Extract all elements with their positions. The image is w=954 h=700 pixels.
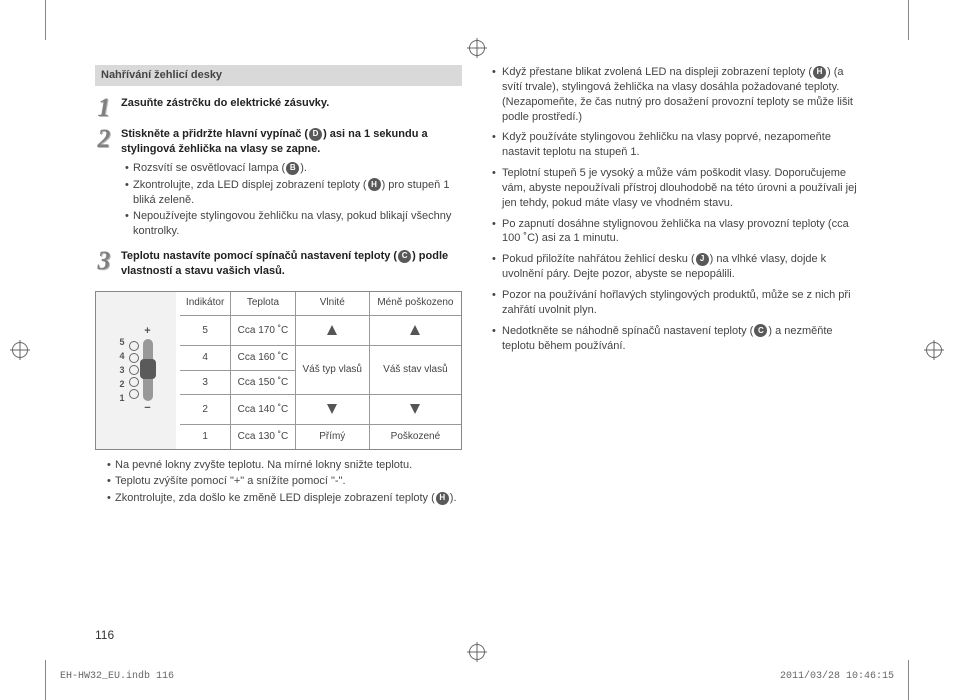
col-header: Indikátor <box>180 292 231 316</box>
slider-icon <box>143 339 153 401</box>
cell: 3 <box>180 370 231 395</box>
bullet: Rozsvítí se osvětlovací lampa (B). <box>125 161 462 176</box>
dot-icon <box>129 353 139 363</box>
dot-icon <box>129 389 139 399</box>
note: Zkontrolujte, zda došlo ke změně LED dis… <box>107 491 462 506</box>
cell: 1 <box>180 425 231 449</box>
step-2: 2 Stiskněte a přidržte hlavní vypínač (D… <box>95 127 462 241</box>
registration-mark-icon <box>469 644 485 660</box>
note: Na pevné lokny zvyšte teplotu. Na mírné … <box>107 458 462 473</box>
footer-timestamp: 2011/03/28 10:46:15 <box>780 671 894 682</box>
crop-mark-icon <box>908 0 909 40</box>
crop-mark-icon <box>45 0 46 40</box>
bullet: Zkontrolujte, zda LED displej zobrazení … <box>125 178 462 208</box>
step-number: 3 <box>95 249 113 283</box>
ref-icon: H <box>368 178 381 191</box>
registration-mark-icon <box>469 40 485 56</box>
arrow-up-icon <box>295 316 369 346</box>
step-title: Stiskněte a přidržte hlavní vypínač (D) … <box>121 127 462 157</box>
col-header: Vlnité <box>295 292 369 316</box>
plus-icon: + <box>144 324 150 339</box>
step-3: 3 Teplotu nastavíte pomocí spínačů nasta… <box>95 249 462 283</box>
indicator-dots <box>129 341 139 399</box>
bullet: Nepoužívejte stylingovou žehličku na vla… <box>125 209 462 239</box>
cell: 2 <box>180 395 231 425</box>
col-header: Méně poškozeno <box>369 292 461 316</box>
ref-icon: D <box>309 128 322 141</box>
cell: Váš typ vlasů <box>295 346 369 395</box>
ref-icon: H <box>813 66 826 79</box>
cell: Cca 160 ˚C <box>231 346 295 371</box>
ref-icon: C <box>754 324 767 337</box>
bullet: Pozor na používání hořlavých stylingovýc… <box>492 288 859 318</box>
slider-panel: 5 4 3 2 1 <box>96 292 176 449</box>
ref-icon: H <box>436 492 449 505</box>
registration-mark-icon <box>926 342 942 358</box>
page-content: Nahřívání žehlicí desky 1 Zasuňte zástrč… <box>95 65 859 640</box>
right-column: Když přestane blikat zvolená LED na disp… <box>492 65 859 640</box>
cell: Poškozené <box>369 425 461 449</box>
cell: 4 <box>180 346 231 371</box>
arrow-down-icon <box>369 395 461 425</box>
arrow-down-icon <box>295 395 369 425</box>
footer-file: EH-HW32_EU.indb 116 <box>60 671 174 682</box>
cell: Váš stav vlasů <box>369 346 461 395</box>
bullet: Teplotní stupeň 5 je vysoký a může vám p… <box>492 166 859 211</box>
ref-icon: C <box>398 250 411 263</box>
cell: 5 <box>180 316 231 346</box>
registration-mark-icon <box>12 342 28 358</box>
minus-icon: − <box>144 401 150 416</box>
temp-data-table: Indikátor Teplota Vlnité Méně poškozeno … <box>180 292 461 449</box>
cell: Cca 140 ˚C <box>231 395 295 425</box>
page-number: 116 <box>95 628 114 642</box>
ref-icon: J <box>696 253 709 266</box>
step-number: 2 <box>95 127 113 241</box>
section-header: Nahřívání žehlicí desky <box>95 65 462 86</box>
crop-mark-icon <box>908 660 909 700</box>
left-column: Nahřívání žehlicí desky 1 Zasuňte zástrč… <box>95 65 462 640</box>
bullet: Pokud přiložíte nahřátou žehlicí desku (… <box>492 252 859 282</box>
right-bullets: Když přestane blikat zvolená LED na disp… <box>492 65 859 353</box>
crop-mark-icon <box>45 660 46 700</box>
ref-icon: B <box>286 162 299 175</box>
note: Teplotu zvýšíte pomocí "+" a snížíte pom… <box>107 474 462 489</box>
bullet: Po zapnutí dosáhne stylignovou žehlička … <box>492 217 859 247</box>
arrow-up-icon <box>369 316 461 346</box>
step-title: Teplotu nastavíte pomocí spínačů nastave… <box>121 249 462 279</box>
bullet: Nedotkněte se náhodně spínačů nastavení … <box>492 324 859 354</box>
cell: Cca 130 ˚C <box>231 425 295 449</box>
notes-left: Na pevné lokny zvyšte teplotu. Na mírné … <box>95 458 462 507</box>
bullet: Když používáte stylingovou žehličku na v… <box>492 130 859 160</box>
step-bullets: Rozsvítí se osvětlovací lampa (B). Zkont… <box>121 161 462 239</box>
manual-page: Nahřívání žehlicí desky 1 Zasuňte zástrč… <box>0 0 954 700</box>
dot-icon <box>129 365 139 375</box>
col-header: Teplota <box>231 292 295 316</box>
cell: Cca 170 ˚C <box>231 316 295 346</box>
step-number: 1 <box>95 96 113 119</box>
cell: Přímý <box>295 425 369 449</box>
bullet: Když přestane blikat zvolená LED na disp… <box>492 65 859 124</box>
cell: Cca 150 ˚C <box>231 370 295 395</box>
step-1: 1 Zasuňte zástrčku do elektrické zásuvky… <box>95 96 462 119</box>
dot-icon <box>129 377 139 387</box>
temperature-table: 5 4 3 2 1 <box>95 291 462 450</box>
dot-icon <box>129 341 139 351</box>
page-footer: EH-HW32_EU.indb 116 2011/03/28 10:46:15 <box>60 671 894 682</box>
step-title: Zasuňte zástrčku do elektrické zásuvky. <box>121 96 462 111</box>
